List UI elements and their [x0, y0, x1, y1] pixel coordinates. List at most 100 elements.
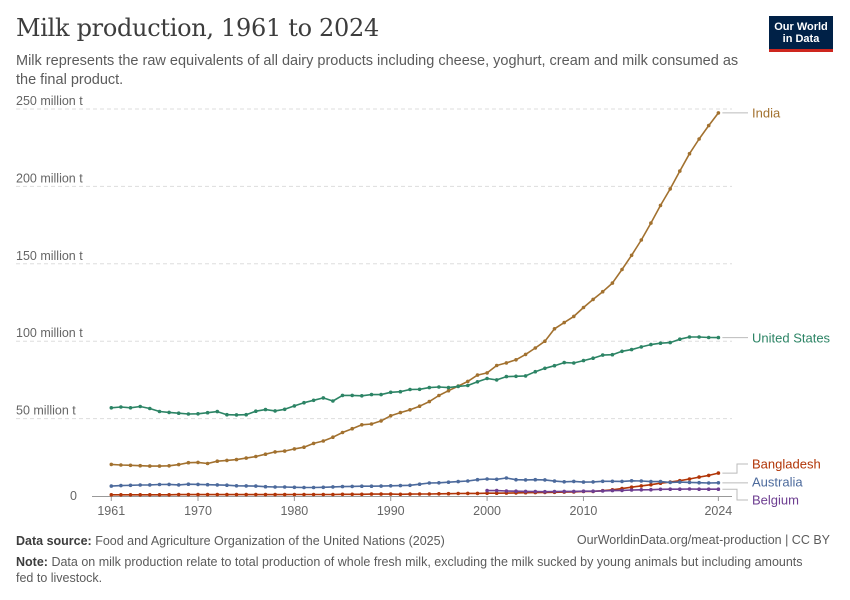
data-source-link[interactable]: Food and Agriculture Organization of the… [95, 534, 445, 548]
data-point [244, 492, 248, 497]
data-point [649, 482, 653, 487]
data-point [398, 483, 403, 488]
y-tick-label: 150 million t [16, 249, 83, 263]
series-united-states[interactable] [109, 335, 721, 417]
data-point [523, 489, 528, 494]
data-point [138, 493, 142, 497]
data-point [706, 473, 711, 478]
data-point [437, 393, 441, 398]
data-point [494, 488, 499, 493]
data-point [543, 339, 547, 344]
data-point [485, 371, 489, 375]
series-label-belgium[interactable]: Belgium [752, 493, 799, 508]
data-point [446, 480, 451, 485]
data-point [350, 393, 355, 398]
data-point [311, 492, 316, 497]
data-point [668, 187, 672, 191]
data-point [629, 253, 634, 258]
data-point [157, 482, 162, 487]
data-point [581, 489, 586, 494]
data-point [533, 477, 538, 482]
series-label-india[interactable]: India [752, 106, 781, 121]
data-point [109, 484, 114, 488]
label-connector [722, 488, 748, 501]
data-point [417, 492, 422, 496]
data-point [687, 477, 692, 481]
data-point [176, 411, 181, 416]
data-point [600, 479, 605, 484]
data-point [543, 366, 547, 371]
data-point [340, 430, 345, 435]
data-point [504, 374, 509, 379]
data-point [697, 475, 701, 479]
data-point [706, 487, 711, 492]
chart-url[interactable]: OurWorldinData.org/meat-production | CC … [576, 533, 830, 547]
data-point [340, 492, 345, 497]
data-point [128, 493, 133, 497]
data-point [263, 452, 268, 457]
data-point [196, 412, 200, 416]
data-point [292, 485, 297, 490]
data-point [485, 376, 489, 381]
data-point [263, 407, 268, 412]
data-point [119, 405, 123, 409]
data-point [254, 409, 258, 414]
data-point [687, 487, 692, 491]
series-label-bangladesh[interactable]: Bangladesh [752, 457, 821, 472]
data-point [446, 491, 451, 496]
data-point [456, 479, 461, 484]
line-chart: 0 50 million t 100 million t 150 million t 2… [16, 94, 831, 518]
data-point [282, 492, 287, 497]
data-point [148, 493, 152, 497]
data-point [186, 482, 191, 487]
series-australia[interactable] [109, 476, 721, 490]
series-line-bangladesh [111, 472, 719, 496]
x-tick-label: 1961 [97, 504, 125, 518]
series-labels: India United States Bangladesh Australia Bel… [722, 106, 831, 508]
logo-line-1: Our World [774, 21, 828, 33]
data-point [514, 477, 518, 482]
data-point [244, 484, 248, 488]
series-label-united-states[interactable]: United States [752, 331, 831, 346]
data-point [119, 493, 123, 497]
data-point [369, 484, 374, 489]
data-point [109, 493, 114, 497]
data-point [128, 483, 133, 488]
series-label-australia[interactable]: Australia [752, 475, 803, 490]
data-point [639, 488, 644, 492]
data-point [562, 480, 566, 484]
data-point [629, 485, 634, 490]
data-point [668, 480, 672, 485]
data-point [716, 481, 721, 485]
data-point [620, 349, 624, 354]
data-point [466, 491, 470, 496]
data-point [437, 385, 441, 389]
data-point [388, 414, 393, 418]
data-point [379, 392, 383, 397]
series-india[interactable] [109, 111, 721, 468]
series-belgium[interactable] [485, 487, 721, 494]
data-point [340, 484, 345, 489]
label-connector [722, 463, 748, 474]
data-point [504, 361, 509, 365]
data-point [119, 463, 123, 467]
data-point [234, 457, 239, 462]
data-point [562, 320, 566, 325]
data-point [109, 406, 114, 410]
owid-logo[interactable]: Our World in Data [769, 16, 833, 52]
series-line-australia [111, 477, 719, 489]
data-point [350, 426, 355, 431]
data-point [494, 491, 499, 496]
data-point [167, 493, 171, 497]
data-point [658, 479, 663, 484]
data-point [475, 373, 480, 377]
data-point [138, 404, 142, 409]
data-point [466, 379, 470, 384]
data-point [716, 471, 721, 475]
data-point [408, 408, 412, 412]
data-point [475, 477, 480, 482]
data-point [311, 485, 316, 490]
data-point [523, 374, 528, 378]
data-point [523, 352, 528, 357]
data-point [167, 410, 171, 415]
